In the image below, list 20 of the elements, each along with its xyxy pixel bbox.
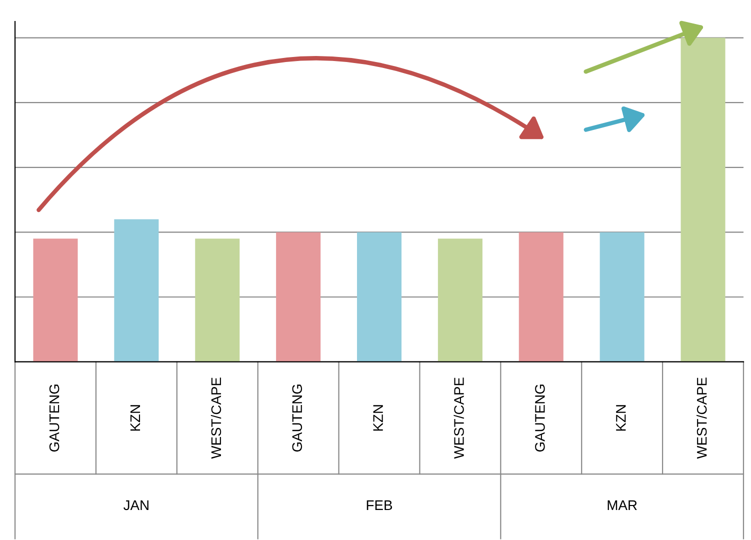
x-tick-label: WEST/CAPE [696,378,707,459]
text: JAN [124,500,148,510]
x-tick-label: WEST/CAPE [454,378,464,459]
x-tick-label: GAUTENG [49,384,60,452]
bar [114,219,159,362]
bar [356,232,402,362]
x-tick-label: KZN [616,405,626,431]
bar [33,238,78,362]
bar [195,238,240,362]
bar [438,238,482,362]
x-tick-label: KZN [373,405,383,431]
bar [600,232,644,362]
x-tick-label: GAUTENG [292,384,302,452]
text: MAR [608,500,637,510]
text: FEB [366,500,392,510]
bar [518,232,564,362]
x-tick-label: WEST/CAPE [210,378,222,459]
x-tick-label: GAUTENG [535,384,545,452]
bar [276,232,321,362]
x-tick-label: KZN [130,405,140,431]
